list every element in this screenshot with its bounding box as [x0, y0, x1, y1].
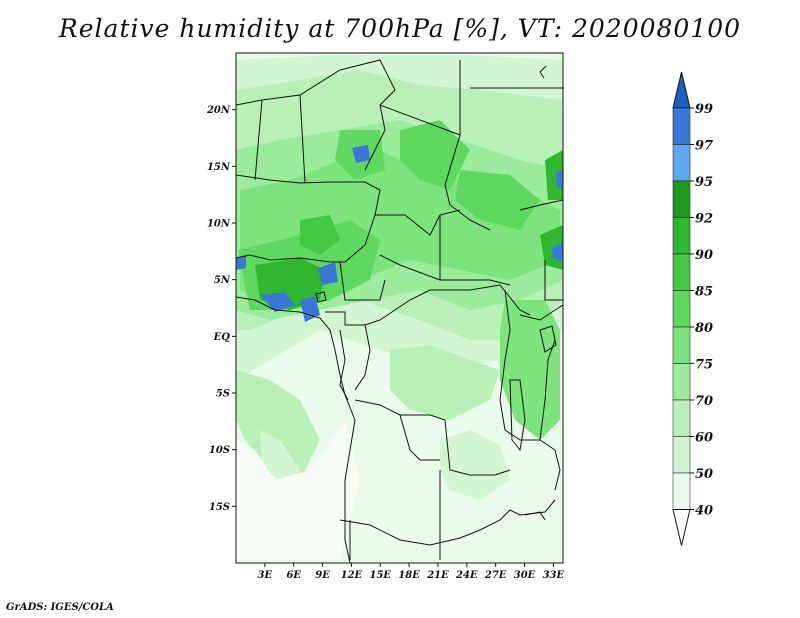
colorbar-segment — [672, 217, 691, 255]
latitude-tick-label: 20N — [206, 105, 231, 116]
latitude-tick-label: 5S — [216, 389, 230, 400]
colorbar-level-label: 50 — [695, 467, 713, 482]
colorbar-level-label: 92 — [695, 212, 713, 227]
map-title: Relative humidity at 700hPa [%], VT: 202… — [58, 14, 742, 43]
latitude-tick-label: 15S — [209, 502, 230, 513]
colorbar-level-label: 97 — [695, 139, 713, 154]
colorbar-segment — [672, 363, 691, 401]
longitude-axis: 3E 6E 9E 12E 15E 18E 21E 24E 27E 30E 33E — [258, 563, 565, 581]
longitude-tick-label: 9E — [315, 570, 330, 581]
longitude-tick-label: 6E — [286, 570, 301, 581]
colorbar-top-arrow — [672, 71, 691, 109]
latitude-tick-label: 10N — [207, 219, 231, 230]
colorbar-level-label: 99 — [695, 102, 713, 117]
coastline — [236, 291, 557, 563]
colorbar-segment — [672, 436, 691, 474]
longitude-tick-label: 21E — [426, 570, 449, 581]
longitude-tick-label: 18E — [398, 570, 420, 581]
grads-credit: GrADS: IGES/COLA — [6, 602, 114, 613]
colorbar-segment — [672, 253, 691, 291]
colorbar-segment — [672, 107, 691, 145]
longitude-tick-label: 33E — [543, 570, 565, 581]
longitude-tick-label: 30E — [514, 570, 536, 581]
longitude-tick-label: 24E — [455, 570, 478, 581]
humidity-field — [236, 53, 563, 563]
colorbar-level-label: 70 — [695, 394, 713, 409]
colorbar-level-label: 75 — [695, 358, 713, 373]
longitude-tick-label: 12E — [341, 570, 363, 581]
colorbar-segment — [672, 290, 691, 328]
latitude-tick-label: 15N — [207, 162, 231, 173]
colorbar-level-label: 40 — [695, 504, 713, 519]
colorbar-segment — [672, 472, 691, 510]
colorbar-segment — [672, 326, 691, 364]
colorbar-segment — [672, 399, 691, 437]
colorbar: 99 97 95 92 90 85 80 75 70 60 50 40 — [672, 71, 713, 546]
colorbar-level-label: 85 — [695, 285, 713, 300]
latitude-tick-label: 5N — [214, 275, 231, 286]
colorbar-segment — [672, 144, 691, 182]
colorbar-level-label: 60 — [695, 431, 713, 446]
map-frame — [235, 52, 564, 564]
colorbar-level-label: 90 — [695, 248, 713, 263]
latitude-tick-label: 10S — [209, 445, 230, 456]
colorbar-level-label: 95 — [695, 175, 713, 190]
longitude-tick-label: 15E — [369, 570, 391, 581]
colorbar-segment — [672, 180, 691, 218]
colorbar-level-label: 80 — [695, 321, 713, 336]
latitude-axis: 20N 15N 10N 5N EQ 5S 10S 15S — [206, 105, 236, 513]
country-borders — [236, 59, 563, 560]
longitude-tick-label: 27E — [484, 570, 507, 581]
longitude-tick-label: 3E — [258, 570, 273, 581]
colorbar-bottom-arrow — [672, 509, 691, 546]
latitude-tick-label: EQ — [213, 332, 231, 343]
